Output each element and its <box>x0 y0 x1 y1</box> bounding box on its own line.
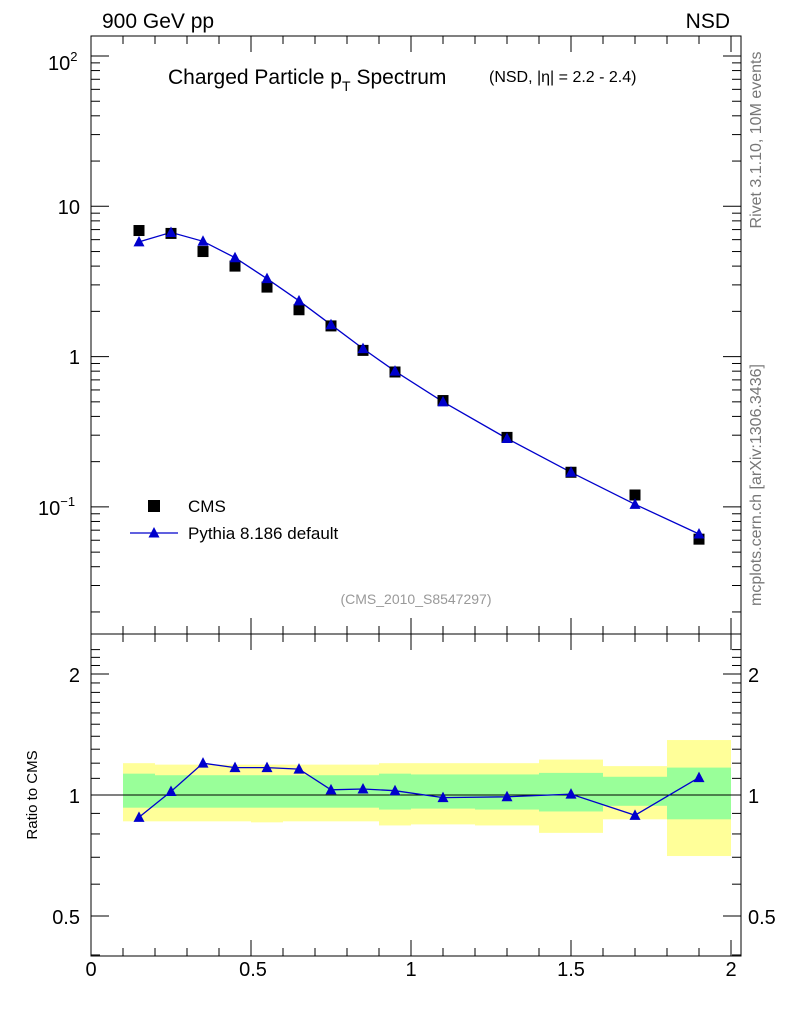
ratio-pythia-point <box>437 791 449 803</box>
ratio-ytick-1-right: 1 <box>748 786 759 808</box>
main-ytick-labels: 102 10 1 10−1 <box>38 49 80 520</box>
pythia-point <box>629 498 641 509</box>
pythia-point <box>133 235 145 247</box>
legend-label-pythia: Pythia 8.186 default <box>188 524 339 543</box>
ytick-label-1: 1 <box>69 347 80 369</box>
chart-title-main: Charged Particle p <box>168 66 342 89</box>
ratio-pythia-point <box>629 809 641 820</box>
chart-title-rest: Spectrum <box>357 66 447 89</box>
ytick-label-0.1: 10−1 <box>38 494 75 520</box>
ratio-series <box>133 757 705 822</box>
ratio-band-inner <box>603 776 667 806</box>
pythia-point <box>261 272 273 284</box>
legend-marker-cms <box>148 500 160 512</box>
legend-label-cms: CMS <box>188 497 226 516</box>
ratio-pythia-point <box>565 788 577 799</box>
ytick-100-base: 10 <box>48 53 70 75</box>
ratio-ylabel: Ratio to CMS <box>24 750 41 839</box>
side-label-mcplots: mcplots.cern.ch [arXiv:1306.3436] <box>748 364 765 606</box>
header-right: NSD <box>686 10 730 33</box>
ratio-ytick-labels-right: 2 1 0.5 <box>748 665 776 929</box>
cms-point <box>133 225 145 237</box>
xtick-0: 0 <box>85 959 96 981</box>
ratio-pythia-point <box>389 784 401 796</box>
ratio-bands <box>123 740 731 857</box>
xtick-1.5: 1.5 <box>557 959 585 981</box>
cms-point <box>197 246 209 258</box>
ytick-label-100: 102 <box>48 49 77 75</box>
ratio-pythia-point <box>501 790 513 802</box>
chart-title-note: (NSD, |η| = 2.2 - 2.4) <box>489 69 636 86</box>
pythia-point <box>565 466 577 477</box>
ytick-label-10: 10 <box>58 197 80 219</box>
xtick-labels: 0 0.5 1 1.5 2 <box>85 959 736 981</box>
ratio-ytick-0.5-right: 0.5 <box>748 907 776 929</box>
ratio-band-inner <box>251 775 283 808</box>
pythia-point <box>357 342 369 354</box>
main-axis-ticks <box>90 36 741 634</box>
cms-point <box>629 489 641 501</box>
side-label-rivet: Rivet 3.1.10, 10M events <box>748 52 765 229</box>
analysis-watermark: (CMS_2010_S8547297) <box>341 591 492 607</box>
header-left: 900 GeV pp <box>102 10 214 33</box>
cms-point <box>693 533 705 545</box>
xtick-2: 2 <box>725 959 736 981</box>
pythia-line <box>138 231 700 535</box>
ratio-band-inner <box>123 773 155 808</box>
pythia-point <box>229 251 241 263</box>
cms-point <box>293 304 305 316</box>
ratio-pythia-line <box>138 762 700 818</box>
ratio-ytick-2: 2 <box>69 665 80 687</box>
ratio-pythia-point <box>357 782 369 794</box>
cms-point <box>229 260 241 272</box>
ratio-pythia-point <box>197 757 209 768</box>
ytick-100-exp: 2 <box>70 49 77 64</box>
ratio-band-inner <box>219 775 251 808</box>
ratio-axis-ticks <box>90 634 741 956</box>
main-frame <box>90 35 742 635</box>
pythia-point <box>501 432 513 444</box>
ratio-pythia-point <box>293 763 305 774</box>
pythia-point <box>325 318 337 330</box>
pythia-point <box>165 226 177 237</box>
ratio-panel: 2 1 0.5 2 1 0.5 Ratio to CMS 0 0.5 1 1.5… <box>24 633 776 981</box>
main-series <box>133 225 705 545</box>
ratio-band-inner <box>411 774 475 809</box>
pythia-point <box>197 235 209 246</box>
main-panel: Charged Particle pT Spectrum (NSD, |η| = … <box>38 35 742 635</box>
ratio-ytick-0.5: 0.5 <box>52 907 80 929</box>
xtick-1: 1 <box>405 959 416 981</box>
pythia-point <box>693 528 705 539</box>
ratio-ytick-2-right: 2 <box>748 665 759 687</box>
ratio-pythia-point <box>165 785 177 797</box>
legend: CMS Pythia 8.186 default <box>130 497 339 543</box>
ratio-band-inner <box>187 775 219 808</box>
ratio-pythia-point <box>261 761 273 773</box>
pythia-point <box>437 395 449 407</box>
chart-title-sub: T <box>342 78 351 94</box>
pythia-point <box>389 365 401 376</box>
legend-marker-pythia <box>148 527 160 538</box>
ratio-pythia-point <box>693 771 705 783</box>
ratio-band-inner <box>283 775 315 808</box>
ytick-0.1-base: 10 <box>38 498 60 520</box>
xtick-0.5: 0.5 <box>239 959 267 981</box>
cms-point <box>261 281 273 293</box>
ytick-0.1-exp: −1 <box>60 494 75 509</box>
chart-title: Charged Particle pT Spectrum <box>168 66 446 94</box>
ratio-ytick-labels-left: 2 1 0.5 <box>52 665 80 929</box>
pythia-point <box>293 294 305 306</box>
ratio-pythia-point <box>133 811 145 822</box>
ratio-pythia-point <box>229 761 241 773</box>
ratio-ytick-1: 1 <box>69 786 80 808</box>
ratio-pythia-point <box>325 783 337 795</box>
